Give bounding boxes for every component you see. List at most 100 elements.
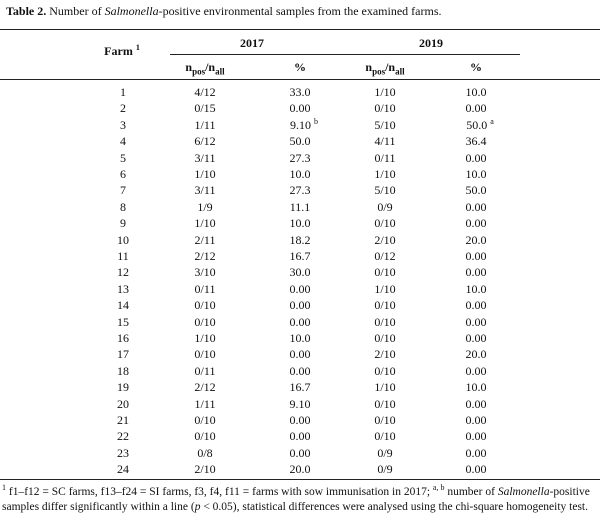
- table-cell: 2/12: [194, 380, 216, 395]
- table-cell: 0.00: [289, 281, 311, 296]
- caption: Table 2. Number of Salmonella-positive e…: [6, 4, 442, 19]
- header-text: /n: [385, 60, 396, 74]
- table-cell: 0.00: [465, 101, 487, 116]
- ratio-header: npos/nall: [365, 60, 405, 77]
- table-cell: 1/10: [374, 167, 396, 181]
- table-cell: 2: [120, 101, 126, 116]
- table-cell: 0.00: [465, 216, 487, 231]
- table-cell: 0/10: [374, 265, 396, 280]
- footnote-sup: a, b: [432, 483, 445, 493]
- table-cell: 10: [117, 232, 129, 247]
- table-cell: 2/10: [194, 462, 216, 477]
- table-cell: 17: [117, 347, 129, 362]
- table-cell: 6: [120, 167, 126, 181]
- table-cell: 0.00: [465, 445, 487, 460]
- percent-header: %: [470, 60, 482, 74]
- table-cell: 0.00: [289, 298, 311, 313]
- table-cell: 5/10: [374, 183, 396, 198]
- table-cell: 0/10: [374, 396, 396, 411]
- table-cell: 1/10: [194, 216, 216, 231]
- table-cell: 0/9: [377, 445, 393, 460]
- header-sub: all: [215, 66, 225, 77]
- table-cell: 9.10 b: [290, 116, 318, 133]
- table-cell: 20.0: [465, 232, 487, 247]
- header-text: Farm: [104, 44, 133, 58]
- table-cell: 0/11: [194, 281, 216, 296]
- table-cell: 0/10: [374, 314, 396, 329]
- table-cell: 19: [117, 380, 129, 395]
- cell-text: 50.0: [466, 117, 488, 132]
- caption-text: Number of: [49, 4, 105, 18]
- table-cell: 1/10: [194, 167, 216, 181]
- caption-italic: Salmonella: [104, 4, 159, 18]
- footnote-text: < 0.05), statistical differences were an…: [200, 501, 589, 513]
- table-cell: 3/10: [194, 265, 216, 280]
- table-cell: 0/11: [374, 150, 396, 165]
- table-cell: 0.00: [289, 429, 311, 444]
- header-sub: pos: [372, 66, 386, 77]
- bottom-rule: [0, 479, 600, 480]
- table-cell: 0/10: [374, 413, 396, 427]
- cell-text: 9.10: [290, 117, 311, 132]
- footnote: 1 f1–f12 = SC farms, f13–f24 = SI farms,…: [2, 483, 596, 515]
- header-text: n: [185, 60, 193, 74]
- table-cell: 1/11: [194, 396, 216, 411]
- table-cell: 0/10: [374, 101, 396, 116]
- table-cell: 11: [117, 249, 129, 263]
- header-rule: [0, 79, 600, 80]
- table-cell: 2/11: [194, 232, 216, 247]
- caption-label: Table 2.: [6, 4, 47, 18]
- table-cell: 0/10: [194, 347, 216, 362]
- footnote-italic: p: [194, 501, 201, 513]
- footnote-text: f1–f12 = SC farms, f13–f24 = SI farms, f…: [6, 486, 433, 498]
- table-cell: 33.0: [289, 85, 311, 99]
- table-cell: 7: [120, 183, 126, 198]
- table-cell: 18.2: [289, 232, 311, 247]
- table-cell: 50.0: [289, 134, 311, 149]
- table-cell: 2/10: [374, 347, 396, 362]
- table-cell: 3/11: [194, 183, 216, 198]
- table-cell: 0.00: [465, 462, 487, 477]
- table-cell: 0.00: [289, 314, 311, 329]
- footnote-italic: Salmonella: [497, 486, 550, 498]
- table-cell: 1/10: [374, 281, 396, 296]
- table-cell: 0.00: [465, 331, 487, 345]
- table-cell: 4: [120, 134, 126, 149]
- table-cell: 9.10: [289, 396, 311, 411]
- table-cell: 13: [117, 281, 129, 296]
- table-cell: 10.0: [465, 167, 487, 181]
- table-cell: 0/10: [374, 331, 396, 345]
- footnote-sup: 1: [2, 483, 6, 493]
- header-text: /n: [205, 60, 216, 74]
- ratio-header: npos/nall: [185, 60, 225, 77]
- table-cell: 0.00: [465, 429, 487, 444]
- table-cell: 0.00: [465, 150, 487, 165]
- table-cell: 16.7: [289, 249, 311, 263]
- footnote-text: number of: [444, 486, 498, 498]
- table-cell: 0/10: [374, 216, 396, 231]
- table-cell: 20.0: [465, 347, 487, 362]
- table-cell: 12: [117, 265, 129, 280]
- cell-sup: b: [314, 116, 318, 126]
- footnote-text: -positive samples differ significantly w…: [2, 486, 590, 513]
- table-cell: 0.00: [465, 413, 487, 427]
- table-cell: 0.00: [465, 265, 487, 280]
- table-cell: 0.00: [465, 396, 487, 411]
- table-cell: 20: [117, 396, 129, 411]
- table-cell: 10.0: [289, 167, 311, 181]
- cell-sup: a: [490, 116, 494, 126]
- table-cell: 1/9: [197, 199, 213, 214]
- year-header: 2017: [240, 36, 264, 50]
- table-cell: 10.0: [289, 216, 311, 231]
- table-cell: 1/10: [374, 380, 396, 395]
- table-cell: 5/10: [374, 117, 396, 132]
- table-cell: 0/12: [374, 249, 396, 263]
- year-header: 2019: [419, 36, 443, 50]
- table-cell: 0/15: [194, 101, 216, 116]
- top-rule: [0, 29, 600, 30]
- table-cell: 22: [117, 429, 129, 444]
- table-cell: 27.3: [289, 183, 311, 198]
- table-cell: 3/11: [194, 150, 216, 165]
- header-sub: all: [395, 66, 405, 77]
- header-sub: pos: [192, 66, 206, 77]
